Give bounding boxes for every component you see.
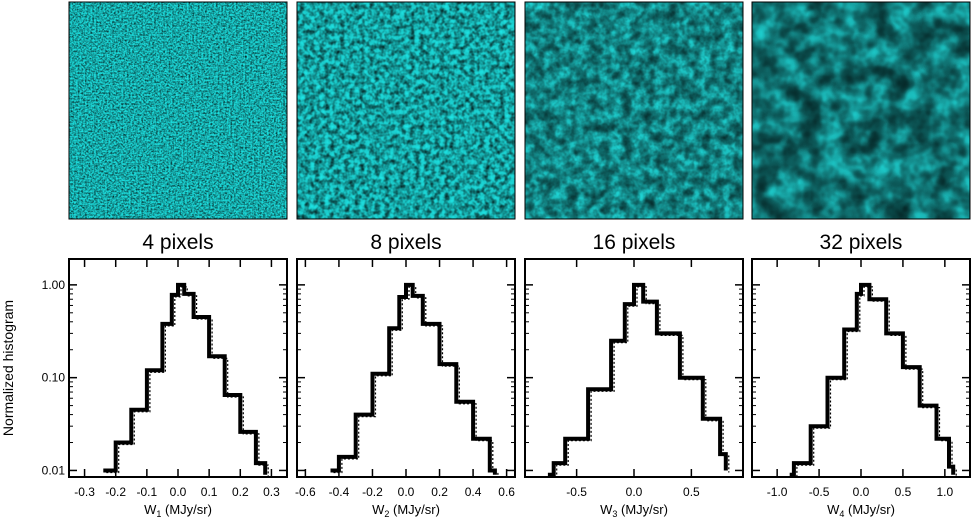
x-tick-label: -0.5 <box>809 485 830 499</box>
x-tick-label: -0.4 <box>329 485 350 499</box>
histogram-curve-dashed <box>333 286 499 477</box>
histogram-panel-3: -0.5 0.0 0.5 W3 (MJy/sr) <box>524 258 744 519</box>
histogram-curve-dashed <box>792 286 957 478</box>
x-tick-label: 0.0 <box>626 485 643 499</box>
x-tick-label: 0.2 <box>431 485 448 499</box>
x-tick-label: 1.0 <box>937 485 954 499</box>
histogram-panel-2: -0.6 -0.4 -0.2 0.0 0.2 0.4 0.6 W2 (MJy/sr) <box>295 258 516 519</box>
x-axis-label: W1 (MJy/sr) <box>144 502 212 519</box>
x-tick-label: 0.4 <box>465 485 482 499</box>
scale-title-2: 8 pixels <box>370 231 441 254</box>
histogram-panel-1: 1.00 0.10 0.01 -0.3 -0.2 -0.1 0.0 0.1 0.2 0.3 W1 (… <box>42 258 288 519</box>
histogram-panels: 1.00 0.10 0.01 -0.3 -0.2 -0.1 0.0 0.1 0.2 0.3 W1 (… <box>42 258 971 519</box>
x-tick-label: -0.2 <box>105 485 126 499</box>
histogram-curve-dashed <box>550 286 730 478</box>
histogram-curve-dashed <box>106 286 269 477</box>
x-tick-label: 0.5 <box>683 485 700 499</box>
map-image-1 <box>68 1 288 220</box>
x-tick-label: -0.6 <box>295 485 316 499</box>
histogram-curve <box>330 282 497 475</box>
x-tick-label: 0.3 <box>263 485 280 499</box>
x-tick-label: 0.5 <box>895 485 912 499</box>
x-axis-label: W4 (MJy/sr) <box>827 502 895 519</box>
x-tick-label: 0.0 <box>170 485 187 499</box>
y-tick-label: 0.01 <box>42 463 66 477</box>
y-tick-label: 0.10 <box>42 371 66 385</box>
x-tick-label: -0.2 <box>362 485 383 499</box>
map-image-2 <box>296 1 516 220</box>
x-axis-label: W3 (MJy/sr) <box>600 502 668 519</box>
x-tick-label: -0.3 <box>74 485 95 499</box>
y-axis-label: Normalized histogram <box>0 300 16 436</box>
histogram-curve <box>789 282 956 477</box>
scale-title-1: 4 pixels <box>142 231 213 254</box>
scale-title-4: 32 pixels <box>820 231 903 254</box>
x-tick-label: 0.0 <box>853 485 870 499</box>
x-tick-label: -0.5 <box>566 485 587 499</box>
x-tick-label: 0.6 <box>498 485 515 499</box>
map-image-3 <box>524 1 744 220</box>
y-tick-label: 1.00 <box>42 278 66 292</box>
histogram-curve <box>103 282 268 475</box>
scale-title-3: 16 pixels <box>593 231 676 254</box>
x-tick-label: -1.0 <box>767 485 788 499</box>
x-tick-label: 0.2 <box>232 485 249 499</box>
x-tick-label: -0.1 <box>137 485 158 499</box>
x-tick-label: 0.0 <box>398 485 415 499</box>
x-tick-label: 0.1 <box>201 485 218 499</box>
map-image-4 <box>751 1 971 220</box>
histogram-curve <box>547 282 728 477</box>
x-axis-label: W2 (MJy/sr) <box>372 502 440 519</box>
histogram-panel-4: -1.0 -0.5 0.0 0.5 1.0 W4 (MJy/sr) <box>751 258 971 519</box>
